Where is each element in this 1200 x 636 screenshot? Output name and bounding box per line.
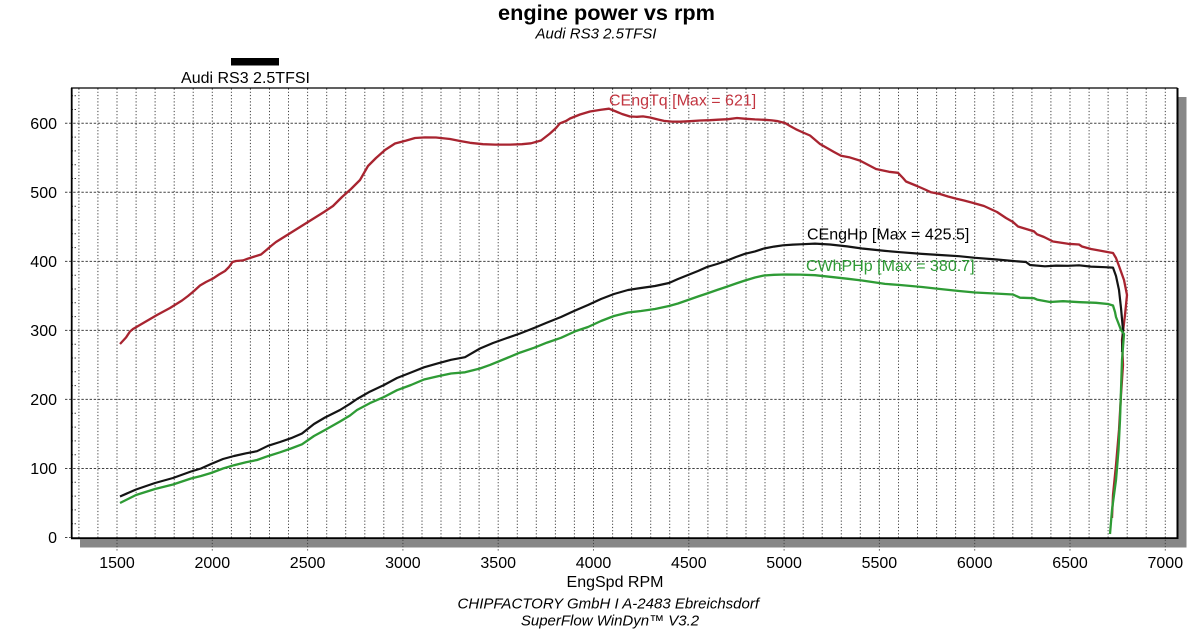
svg-text:CEngTq [Max = 621]: CEngTq [Max = 621] xyxy=(609,93,756,110)
svg-text:2500: 2500 xyxy=(290,555,326,572)
svg-text:4500: 4500 xyxy=(671,555,707,572)
svg-text:500: 500 xyxy=(30,185,57,202)
svg-text:600: 600 xyxy=(30,116,57,133)
svg-text:Audi RS3 2.5TFSI: Audi RS3 2.5TFSI xyxy=(181,70,310,87)
svg-text:2000: 2000 xyxy=(195,555,231,572)
svg-text:3500: 3500 xyxy=(480,555,516,572)
svg-text:6500: 6500 xyxy=(1052,555,1088,572)
svg-text:Audi RS3 2.5TFSI: Audi RS3 2.5TFSI xyxy=(535,26,657,43)
svg-text:3000: 3000 xyxy=(385,555,421,572)
svg-text:CEngHp [Max = 425.5]: CEngHp [Max = 425.5] xyxy=(807,227,969,244)
svg-text:6000: 6000 xyxy=(957,555,993,572)
svg-text:0: 0 xyxy=(48,530,57,547)
svg-text:300: 300 xyxy=(30,323,57,340)
svg-text:200: 200 xyxy=(30,392,57,409)
svg-text:5500: 5500 xyxy=(862,555,898,572)
svg-text:4000: 4000 xyxy=(576,555,612,572)
svg-text:CHIPFACTORY GmbH I A-2483 Ebre: CHIPFACTORY GmbH I A-2483 Ebreichsdorf xyxy=(458,596,761,613)
svg-text:7000: 7000 xyxy=(1148,555,1184,572)
svg-text:EngSpd RPM: EngSpd RPM xyxy=(567,574,664,591)
svg-text:engine power vs rpm: engine power vs rpm xyxy=(498,0,715,25)
svg-text:100: 100 xyxy=(30,461,57,478)
svg-text:1500: 1500 xyxy=(99,555,135,572)
svg-text:SuperFlow WinDyn™ V3.2: SuperFlow WinDyn™ V3.2 xyxy=(521,613,700,630)
svg-text:400: 400 xyxy=(30,254,57,271)
svg-text:CWhPHp [Max = 380.7]: CWhPHp [Max = 380.7] xyxy=(806,258,975,275)
svg-text:5000: 5000 xyxy=(766,555,802,572)
